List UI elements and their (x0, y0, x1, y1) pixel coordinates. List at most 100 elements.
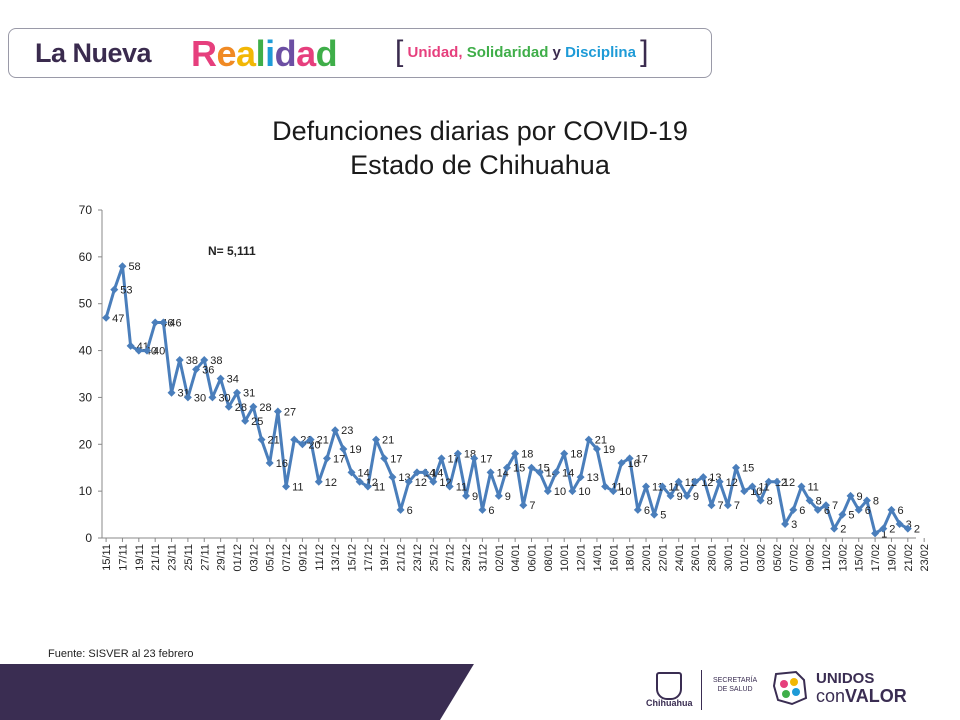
data-point (339, 444, 348, 453)
data-label: 9 (693, 491, 699, 503)
data-point (314, 477, 323, 486)
x-tick-label: 09/12 (297, 544, 309, 572)
campaign-line1: UNIDOS (816, 670, 875, 687)
data-point (470, 454, 479, 463)
data-point (895, 519, 904, 528)
x-tick-label: 27/11 (199, 544, 211, 571)
y-tick-label: 40 (79, 344, 93, 358)
data-point (797, 482, 806, 491)
data-point (142, 346, 151, 355)
data-point (192, 365, 201, 374)
data-label: 30 (218, 392, 230, 404)
data-label: 2 (889, 524, 895, 536)
state-shield-icon (656, 672, 682, 700)
source-note: Fuente: SISVER al 23 febrero (48, 648, 194, 660)
data-label: 47 (112, 313, 124, 325)
data-point (502, 463, 511, 472)
data-label: 8 (767, 496, 773, 508)
data-point (200, 355, 209, 364)
data-label: 16 (276, 458, 288, 470)
data-label: 21 (382, 435, 394, 447)
data-label: 12 (415, 477, 427, 489)
x-tick-label: 12/01 (576, 544, 588, 572)
data-point (642, 482, 651, 491)
data-label: 7 (734, 500, 740, 512)
data-point (805, 496, 814, 505)
data-point (625, 454, 634, 463)
data-point (822, 501, 831, 510)
data-point (208, 393, 217, 402)
data-point (151, 318, 160, 327)
x-tick-label: 26/01 (690, 544, 702, 572)
data-point (732, 463, 741, 472)
x-tick-label: 20/01 (641, 544, 653, 572)
data-label: 5 (848, 510, 854, 522)
data-point (723, 501, 732, 510)
y-tick-label: 30 (79, 390, 93, 404)
data-label: 18 (570, 449, 582, 461)
data-label: 36 (202, 364, 214, 376)
data-label: 38 (186, 355, 198, 367)
data-point (854, 505, 863, 514)
x-tick-label: 24/01 (674, 544, 686, 572)
data-point (772, 477, 781, 486)
x-tick-label: 15/12 (347, 544, 359, 572)
data-point (617, 459, 626, 468)
x-tick-label: 21/02 (903, 544, 915, 572)
data-point (830, 524, 839, 533)
x-tick-label: 03/12 (248, 544, 260, 572)
data-label: 21 (317, 435, 329, 447)
data-label: 6 (865, 505, 871, 517)
data-point (756, 496, 765, 505)
data-label: 10 (619, 486, 631, 498)
x-tick-label: 05/12 (265, 544, 277, 572)
x-tick-label: 13/12 (330, 544, 342, 572)
x-tick-label: 08/01 (543, 544, 555, 572)
data-point (511, 449, 520, 458)
data-point (126, 341, 135, 350)
data-label: 6 (824, 505, 830, 517)
data-label: 12 (325, 477, 337, 489)
data-label: 10 (578, 486, 590, 498)
data-label: 23 (341, 425, 353, 437)
data-label: 11 (374, 481, 385, 493)
data-point (372, 435, 381, 444)
x-tick-label: 11/12 (314, 544, 326, 571)
data-label: 25 (251, 416, 263, 428)
data-point (813, 505, 822, 514)
data-point (740, 487, 749, 496)
data-point (846, 491, 855, 500)
x-tick-label: 29/12 (461, 544, 473, 572)
data-point (674, 477, 683, 486)
x-tick-label: 19/02 (886, 544, 898, 572)
data-point (584, 435, 593, 444)
data-label: 9 (505, 491, 511, 503)
data-label: 17 (636, 453, 648, 465)
data-label: 12 (783, 477, 795, 489)
data-label: 3 (906, 519, 912, 531)
y-tick-label: 10 (79, 484, 93, 498)
data-point (412, 468, 421, 477)
data-point (102, 313, 111, 322)
data-label: 17 (390, 453, 402, 465)
unidos-map-icon (772, 670, 808, 706)
data-label: 14 (358, 467, 370, 479)
data-label: 14 (431, 467, 443, 479)
x-tick-label: 01/12 (232, 544, 244, 572)
data-label: 40 (153, 346, 165, 358)
data-label: 12 (726, 477, 738, 489)
data-point (404, 477, 413, 486)
data-point (306, 435, 315, 444)
x-tick-label: 21/12 (396, 544, 408, 572)
x-tick-label: 05/02 (772, 544, 784, 572)
data-point (903, 524, 912, 533)
data-point (601, 482, 610, 491)
dept-name: SECRETARÍA DE SALUD (713, 677, 758, 693)
x-tick-label: 07/02 (788, 544, 800, 572)
data-point (224, 402, 233, 411)
data-label: 11 (668, 481, 679, 493)
data-point (445, 482, 454, 491)
data-point (576, 473, 585, 482)
data-label: 15 (742, 463, 754, 475)
x-tick-label: 14/01 (592, 544, 604, 572)
